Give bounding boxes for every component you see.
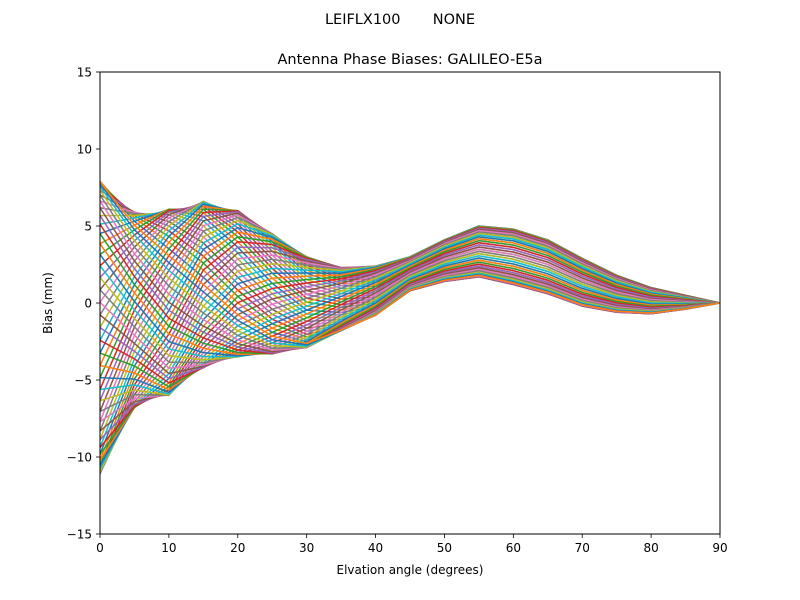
series-line-azimuth-270	[100, 244, 720, 380]
x-tick-label: 70	[575, 541, 590, 555]
y-tick-label: 5	[84, 220, 92, 234]
series-line-azimuth-315	[100, 223, 720, 355]
x-tick-label: 40	[368, 541, 383, 555]
series-line-azimuth-310	[100, 233, 720, 355]
series-line-azimuth-280	[100, 248, 720, 369]
chart-title: Antenna Phase Biases: GALILEO-E5a	[278, 52, 543, 68]
y-tick-label: 15	[77, 66, 92, 80]
x-tick-label: 90	[712, 541, 727, 555]
x-axis-ticks: 0 10 20 30 40 50 60 70 80 90	[96, 534, 728, 555]
series-line-azimuth-275	[100, 246, 720, 375]
figure-suptitle: LEIFLX100 NONE	[325, 12, 475, 28]
y-tick-label: 10	[77, 143, 92, 157]
y-axis-label: Bias (mm)	[41, 272, 55, 334]
series-line-azimuth-330	[100, 200, 720, 351]
y-tick-label: −5	[74, 374, 92, 388]
series-line-azimuth-335	[100, 194, 720, 349]
y-tick-label: −10	[67, 451, 92, 465]
x-tick-label: 80	[643, 541, 658, 555]
series-line-azimuth-290	[100, 252, 720, 361]
x-tick-label: 50	[437, 541, 452, 555]
x-tick-label: 0	[96, 541, 104, 555]
series-line-azimuth-320	[100, 215, 720, 354]
x-axis-label: Elvation angle (degrees)	[337, 563, 484, 577]
series-line-azimuth-355	[100, 181, 720, 345]
series-line-azimuth-305	[100, 243, 720, 356]
y-axis-ticks: −15 −10 −5 0 5 10 15	[67, 66, 100, 542]
series-line-azimuth-295	[100, 255, 720, 358]
y-tick-label: 0	[84, 297, 92, 311]
x-tick-label: 20	[230, 541, 245, 555]
series-line-azimuth-325	[100, 207, 720, 353]
x-tick-label: 60	[506, 541, 521, 555]
data-lines	[100, 180, 720, 475]
y-tick-label: −15	[67, 528, 92, 542]
series-line-azimuth-300	[100, 254, 720, 357]
series-line-azimuth-285	[100, 250, 720, 364]
x-tick-label: 10	[161, 541, 176, 555]
x-tick-label: 30	[299, 541, 314, 555]
